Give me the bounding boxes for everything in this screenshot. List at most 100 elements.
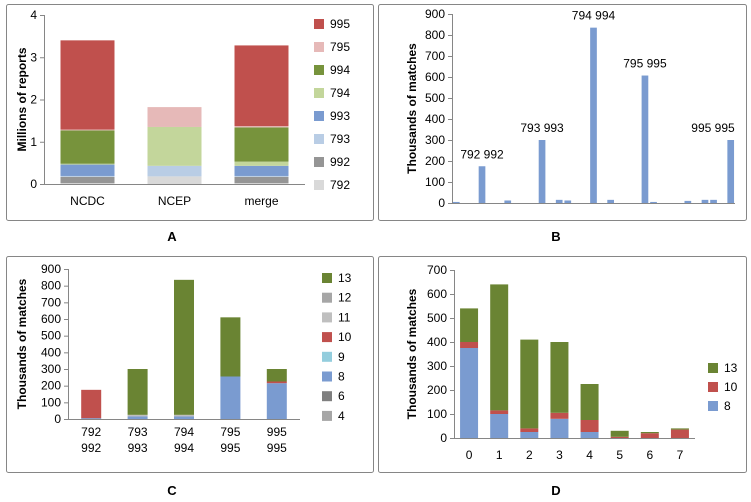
y-axis-title: Thousands of matches [405,288,419,419]
bar-segment-10 [670,429,689,438]
legend-label: 11 [338,310,351,324]
legend-item-11: 11 [322,310,351,324]
legend-label: 6 [338,389,345,403]
chart-panel-a: 0 1 2 3 4 Millions of reports NCDC NCEP merge 995… [15,8,350,208]
bar-segment-795 [147,107,202,127]
bar-segment-13 [220,317,241,377]
bar-segment-993 [60,164,115,176]
bar-segment-13 [520,339,539,429]
legend-label: 4 [338,409,345,423]
bar-segment-10 [460,342,479,348]
bar-segment-8 [174,416,194,419]
legend-label: 792 [330,178,350,192]
y-tick-label: 100 [427,407,447,421]
legend-swatch [322,273,332,283]
legend-item-13: 13 [708,361,738,375]
legend-item-795: 795 [314,40,350,54]
y-tick-label: 300 [427,359,447,373]
bar-segment-792 [234,183,289,184]
bar-segment-794 [147,126,202,166]
y-tick-label: 0 [440,431,447,445]
legend-item-994: 994 [314,63,350,77]
bar-segment-994 [60,130,115,164]
bar-segment-793 [234,175,289,177]
y-tick-label: 600 [427,287,447,301]
panel-label-c: C [167,483,177,498]
bar-segment-13 [640,432,659,434]
x-tick-label: NCDC [70,194,105,208]
legend-label: 9 [338,350,345,364]
y-axis-title: Thousands of matches [405,43,419,174]
bar-segment-8 [220,376,241,419]
legend-item-8: 8 [708,399,731,413]
legend-label: 10 [338,330,352,344]
legend-label: 992 [330,155,350,169]
bar-segment-995 [60,40,115,130]
y-tick-label: 300 [41,362,61,376]
y-tick-label: 2 [30,93,37,107]
legend-label: 993 [330,109,350,123]
y-tick-label: 800 [41,279,61,293]
legend-item-10: 10 [322,330,352,344]
x-tick-label: 995 [267,441,287,455]
legend-item-794: 794 [314,86,350,100]
y-tick-label: 200 [425,154,445,168]
legend-item-9: 9 [322,350,345,364]
bar-segment-11 [127,414,148,417]
y-tick-label: 500 [425,91,445,105]
bar [710,199,717,203]
legend-label: 8 [724,399,731,413]
bar [727,140,735,203]
x-tick-label: 994 [174,441,194,455]
x-tick-label: 992 [81,441,101,455]
y-tick-label: 900 [425,7,445,21]
legend-item-4: 4 [322,409,345,423]
legend-swatch [322,351,332,362]
legend-label: 994 [330,63,350,77]
legend-swatch [322,332,332,343]
y-tick-label: 1 [30,135,37,149]
bar-segment-792 [60,183,115,184]
panel-b-frame [378,4,747,221]
bar [590,27,597,204]
y-tick-label: 500 [427,311,447,325]
legend-swatch [314,134,324,144]
bar [564,200,572,203]
bar-segment-995 [234,45,289,127]
x-tick-label: 993 [128,441,148,455]
bar-segment-792 [147,176,202,184]
legend-swatch [708,363,718,373]
chart-panel-b: 0 100 200 300 400 500 600 700 800 900 Thousands of… [405,7,735,210]
legend-swatch [314,180,324,190]
x-tick-label: 794 [174,425,194,439]
bar-segment-794 [60,163,115,165]
x-tick-label: 0 [466,448,473,462]
legend-swatch [708,382,718,392]
legend-label: 995 [330,17,350,31]
y-tick-label: 700 [427,263,447,277]
bar-segment-10 [81,389,102,419]
y-tick-label: 100 [425,175,445,189]
bar [452,201,460,203]
legend-label: 8 [338,370,345,384]
panel-label-b: B [551,229,560,244]
x-tick-label: 995 [220,441,240,455]
y-tick-label: 200 [427,383,447,397]
bar-segment-8 [127,416,148,419]
y-tick-label: 100 [41,395,61,409]
y-tick-label: 300 [425,133,445,147]
bar [607,199,614,203]
x-tick-label: 5 [616,448,623,462]
legend-swatch [322,292,332,303]
y-tick-label: 0 [54,412,61,426]
legend-item-792: 792 [314,178,350,192]
legend-item-793: 793 [314,132,350,146]
annotation-label: 794 994 [572,9,616,23]
legend-item-12: 12 [322,291,352,305]
x-tick-label: 4 [586,448,593,462]
legend-swatch [314,19,324,29]
legend-item-995: 995 [314,17,350,31]
bar-segment-8 [266,383,287,419]
